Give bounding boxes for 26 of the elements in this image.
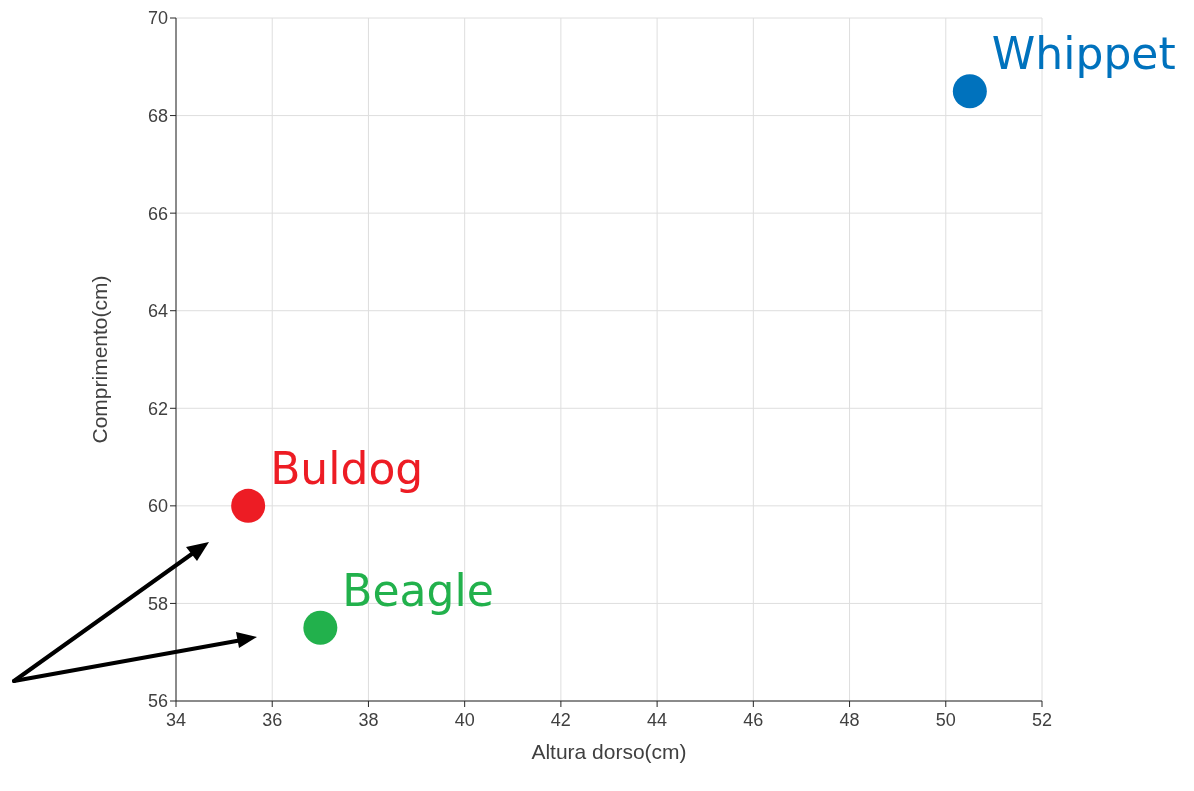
y-tick-label: 70 xyxy=(147,8,168,29)
x-tick-label: 44 xyxy=(647,709,668,730)
x-tick-label: 34 xyxy=(165,709,187,730)
x-tick-label: 42 xyxy=(550,709,571,730)
y-tick-label: 58 xyxy=(147,593,168,614)
x-tick-label: 38 xyxy=(358,709,379,730)
y-axis-title: Comprimento(cm) xyxy=(88,275,112,444)
x-tick-label: 46 xyxy=(743,709,764,730)
x-tick-label: 52 xyxy=(1031,709,1053,730)
y-tick-label: 68 xyxy=(147,105,168,126)
y-tick-label: 66 xyxy=(147,203,168,224)
series-label: Whippet xyxy=(991,28,1176,80)
x-tick-label: 36 xyxy=(262,709,283,730)
point xyxy=(231,488,266,523)
y-tick-label: 56 xyxy=(147,691,168,712)
x-tick-label: 40 xyxy=(454,709,475,730)
point xyxy=(303,610,338,645)
x-tick-label: 50 xyxy=(935,709,956,730)
y-tick-label: 64 xyxy=(147,301,168,322)
series-label: Beagle xyxy=(342,564,494,616)
x-axis-title: Altura dorso(cm) xyxy=(531,740,687,763)
point xyxy=(952,74,987,109)
y-tick-label: 60 xyxy=(147,496,168,517)
series-label: Buldog xyxy=(270,442,424,494)
x-tick-label: 48 xyxy=(839,709,860,730)
y-tick-label: 62 xyxy=(147,398,168,419)
